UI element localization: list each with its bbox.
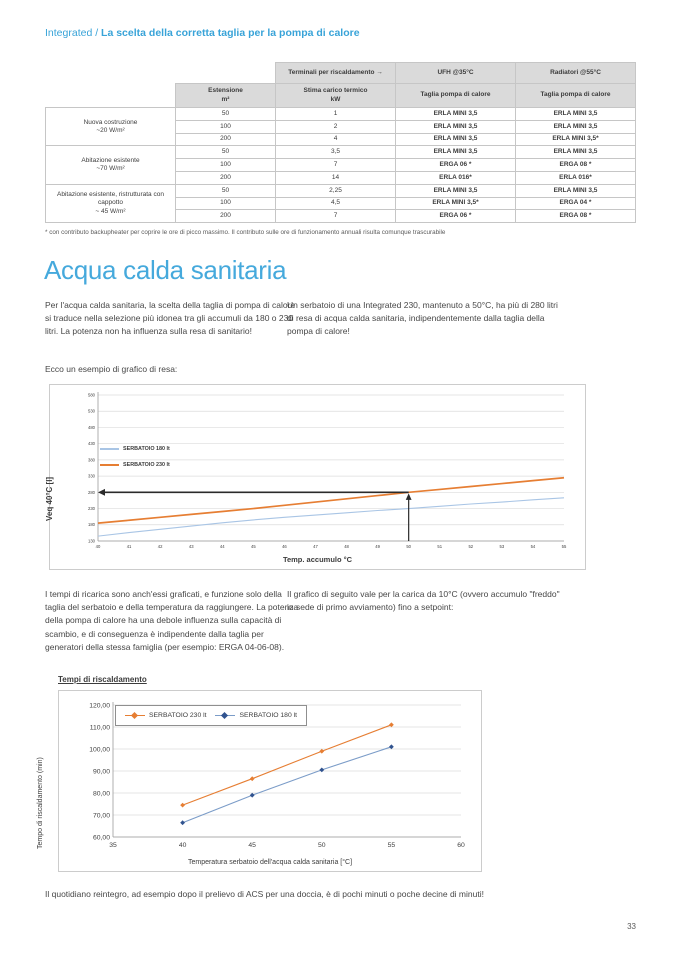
svg-text:580: 580 xyxy=(88,392,96,397)
svg-text:40: 40 xyxy=(96,544,101,549)
paragraph-left-2: I tempi di ricarica sono anch'essi grafi… xyxy=(45,589,299,652)
svg-text:530: 530 xyxy=(88,409,96,414)
svg-text:110,00: 110,00 xyxy=(90,724,111,731)
svg-text:48: 48 xyxy=(344,544,349,549)
svg-text:35: 35 xyxy=(109,842,117,849)
svg-text:130: 130 xyxy=(88,538,96,543)
yield-chart-x-axis-title: Temp. accumulo °C xyxy=(282,555,353,564)
svg-text:50: 50 xyxy=(318,842,326,849)
svg-text:180: 180 xyxy=(88,522,96,527)
legend-line-swatch-blue xyxy=(100,448,119,450)
table-row: 100 2 ERLA MINI 3,5 ERLA MINI 3,5 xyxy=(46,119,636,134)
svg-text:55: 55 xyxy=(562,544,567,549)
col-header-carico: Stima carico termico kW xyxy=(275,83,396,108)
heating-time-chart-svg: 60,00 70,00 80,00 90,00 100,00 110,00 120,00 35… xyxy=(89,702,465,849)
svg-text:60,00: 60,00 xyxy=(93,834,110,841)
table-row: 100 7 ERGA 06 * ERGA 08 * xyxy=(46,158,636,172)
col-header-radiatori: Radiatori @55°C xyxy=(515,62,636,84)
chart1-intro-text: Ecco un esempio di grafico di resa: xyxy=(45,364,178,374)
svg-text:52: 52 xyxy=(468,544,473,549)
svg-text:45: 45 xyxy=(248,842,256,849)
paragraph-left-1: Per l'acqua calda sanitaria, la scelta d… xyxy=(45,300,296,337)
svg-text:54: 54 xyxy=(531,544,536,549)
col-header-terminali: Terminali per riscaldamento → xyxy=(275,62,396,84)
heating-time-chart: 60,00 70,00 80,00 90,00 100,00 110,00 120,00 35… xyxy=(58,690,482,872)
svg-text:46: 46 xyxy=(282,544,287,549)
svg-text:60: 60 xyxy=(457,842,465,849)
yield-chart-svg: 130 180 230 280 330 380 430 480 530 580 40 41 42 43 44… xyxy=(88,392,567,549)
table-row: 100 4,5 ERLA MINI 3,5* ERGA 04 * xyxy=(46,196,636,211)
heat-pump-sizing-table: Terminali per riscaldamento → UFH @35°C … xyxy=(45,62,636,224)
table-row: 200 7 ERGA 06 * ERGA 08 * xyxy=(46,209,636,224)
col-header-estensione: Estensione m² xyxy=(175,83,276,108)
svg-text:230: 230 xyxy=(88,506,96,511)
legend-line-swatch-orange xyxy=(100,464,119,466)
table-corner-cell xyxy=(45,62,176,84)
legend-item-180: SERBATOIO 180 lt xyxy=(100,441,170,457)
svg-text:45: 45 xyxy=(251,544,256,549)
breadcrumb-section: Integrated / xyxy=(45,27,102,39)
col-header-taglia-rad: Taglia pompa di calore xyxy=(515,83,636,108)
legend-item-230: SERBATOIO 230 lt xyxy=(124,711,207,719)
closing-paragraph: Il quotidiano reintegro, ad esempio dopo… xyxy=(45,889,484,899)
table-row: Nuova costruzione ~20 W/m² 50 1 ERLA MINI … xyxy=(45,106,636,147)
svg-text:70,00: 70,00 xyxy=(93,812,110,819)
svg-text:43: 43 xyxy=(189,544,194,549)
svg-text:49: 49 xyxy=(375,544,380,549)
paragraph-right-2: Il grafico di seguito vale per la carica… xyxy=(287,589,560,613)
table-corner-cell xyxy=(45,83,176,108)
svg-text:47: 47 xyxy=(313,544,318,549)
svg-text:480: 480 xyxy=(88,425,96,430)
heating-time-chart-legend: SERBATOIO 230 lt SERBATOIO 180 lt xyxy=(115,705,307,726)
table-footnote: * con contributo backupheater per coprir… xyxy=(45,229,446,236)
svg-text:40: 40 xyxy=(179,842,187,849)
svg-text:41: 41 xyxy=(127,544,132,549)
svg-text:90,00: 90,00 xyxy=(93,768,110,775)
heating-time-chart-x-axis-title: Temperatura serbatoio dell'acqua calda s… xyxy=(187,859,353,866)
heating-time-chart-heading: Tempi di riscaldamento xyxy=(58,675,147,684)
paragraph-right-1: Un serbatoio di una Integrated 230, mant… xyxy=(287,300,558,337)
group-label-abitazione-esistente: Abitazione esistente ~70 W/m² xyxy=(45,145,176,185)
heating-time-chart-y-axis-title: Tempo di riscaldamento (min) xyxy=(37,757,44,849)
svg-text:80,00: 80,00 xyxy=(93,790,110,797)
col-header-taglia-ufh: Taglia pompa di calore xyxy=(395,83,516,108)
svg-text:120,00: 120,00 xyxy=(89,702,110,709)
svg-text:44: 44 xyxy=(220,544,225,549)
svg-text:280: 280 xyxy=(88,490,96,495)
table-corner-cell xyxy=(175,62,276,84)
group-label-nuova-costruzione: Nuova costruzione ~20 W/m² xyxy=(45,106,176,147)
breadcrumb: Integrated / La scelta della corretta ta… xyxy=(45,27,360,39)
yield-chart-y-axis-title: Veq 40°C [l] xyxy=(45,476,54,521)
svg-text:50: 50 xyxy=(406,544,411,549)
svg-text:330: 330 xyxy=(88,474,96,479)
legend-item-230: SERBATOIO 230 lt xyxy=(100,457,170,473)
svg-text:100,00: 100,00 xyxy=(89,746,110,753)
svg-text:430: 430 xyxy=(88,441,96,446)
legend-marker-orange xyxy=(124,711,145,719)
svg-text:42: 42 xyxy=(158,544,163,549)
svg-text:380: 380 xyxy=(88,457,96,462)
page-number: 33 xyxy=(627,922,636,931)
section-title: Acqua calda sanitaria xyxy=(44,255,287,285)
svg-text:53: 53 xyxy=(500,544,505,549)
svg-text:51: 51 xyxy=(437,544,442,549)
yield-chart: 130 180 230 280 330 380 430 480 530 580 40 41 42 43 44… xyxy=(49,384,586,570)
legend-marker-blue xyxy=(215,711,236,719)
table-row: Abitazione esistente ~70 W/m² 50 3,5 ERLA … xyxy=(45,145,636,185)
svg-text:55: 55 xyxy=(388,842,396,849)
page-title: La scelta della corretta taglia per la p… xyxy=(101,27,360,39)
legend-item-180: SERBATOIO 180 lt xyxy=(215,711,297,719)
table-row: Abitazione esistente, ristrutturata con … xyxy=(45,183,636,224)
yield-chart-legend: SERBATOIO 180 lt SERBATOIO 230 lt xyxy=(100,441,170,473)
group-label-ristrutturata: Abitazione esistente, ristrutturata con … xyxy=(45,183,176,224)
col-header-ufh: UFH @35°C xyxy=(395,62,516,84)
